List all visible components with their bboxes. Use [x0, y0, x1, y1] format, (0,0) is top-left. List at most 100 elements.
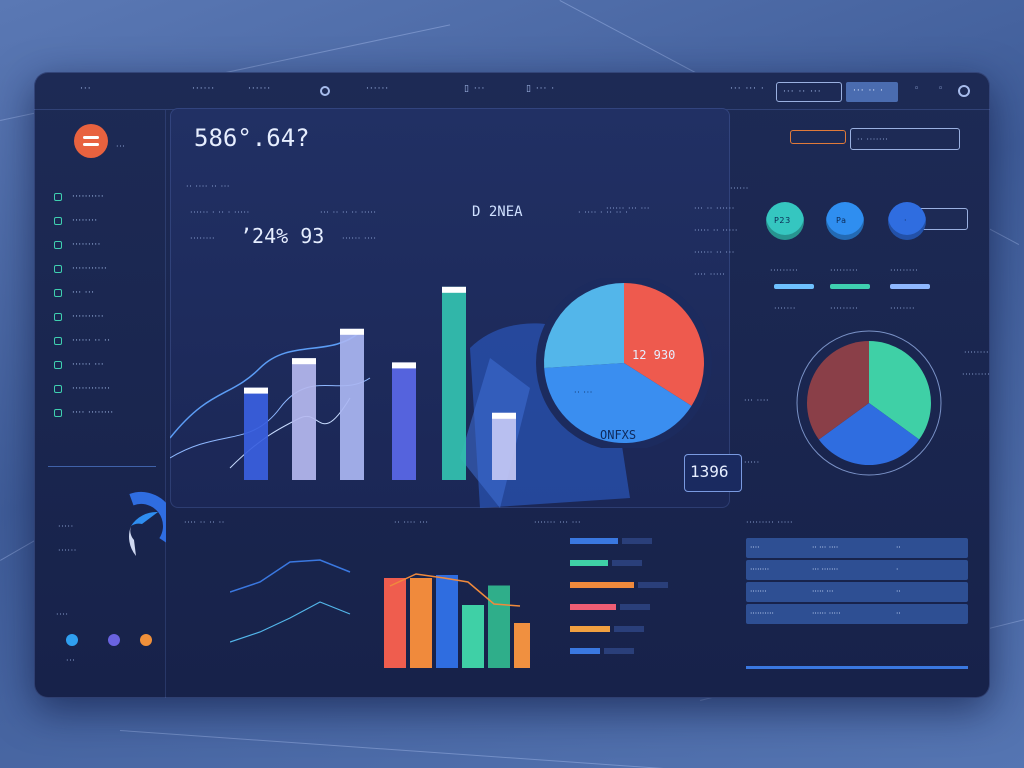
sidebar-item-5[interactable]: ··· ··· [54, 286, 94, 300]
main-pie-slice [544, 363, 692, 443]
list-icon [54, 241, 62, 249]
main-bar-cap [392, 362, 416, 369]
sidebar-item-10[interactable]: ···· ········ [54, 406, 114, 420]
sidebar-item-6[interactable]: ·········· [54, 310, 104, 324]
kpi-circle[interactable]: P23 [766, 202, 804, 240]
sidebar-item-7[interactable]: ······ ·· ·· [54, 334, 110, 348]
main-bar-cap [340, 328, 364, 335]
right-pie-ring [796, 330, 942, 476]
bottom-hbar-chart [570, 538, 668, 654]
mail-icon [54, 361, 62, 369]
right-pie-slice [818, 403, 920, 465]
right-pie-slice [807, 341, 869, 440]
table-cell: ·· [896, 609, 901, 618]
status-dot[interactable] [108, 634, 120, 646]
kpi-circle[interactable]: Pa [826, 202, 864, 240]
table-title: ········· ····· [746, 518, 794, 527]
kpi-circle-label: P23 [774, 216, 791, 225]
hbar [570, 560, 608, 566]
trend-line [170, 331, 361, 439]
kpi-caption: ········· [770, 266, 799, 275]
table-cell: ······· [750, 587, 767, 596]
hbar-track [614, 626, 644, 632]
sidebar-item-9[interactable]: ············ [54, 382, 110, 396]
circle-icon[interactable]: ◦ [914, 84, 921, 94]
kpi-side-label: ······ ···· [342, 234, 377, 243]
table-row[interactable]: ········ ··· ······· · [746, 560, 968, 580]
hbar-track [604, 648, 634, 654]
right-action-button[interactable] [790, 130, 846, 144]
main-sub-label: ······ · ·· · ····· [190, 208, 250, 217]
bottom-bar [436, 575, 458, 668]
pie-callout: ········ [964, 348, 990, 357]
table-row[interactable]: ···· ·· ··· ···· ·· [746, 538, 968, 558]
topbar-item[interactable]: ······ [366, 84, 390, 94]
topbar-item[interactable]: ▯ ··· [464, 84, 486, 94]
sidebar-item-label: ··········· [72, 264, 108, 274]
kpi-circle[interactable]: · [888, 202, 926, 240]
app-logo[interactable] [74, 124, 108, 158]
main-chart-card: 586°.64? ·· ···· ·· ··· ······ · ·· · ··… [170, 108, 742, 508]
main-pie-chart [536, 278, 712, 448]
value-badge[interactable]: 1396 [684, 454, 742, 492]
table-row[interactable]: ·········· ······ ····· ·· [746, 604, 968, 624]
sidebar-item-2[interactable]: ········ [54, 214, 98, 228]
table-cell: ····· ··· [812, 587, 834, 596]
list-item: ···· ····· [694, 270, 726, 279]
layers-icon [54, 313, 62, 321]
sidebar-item-4[interactable]: ··········· [54, 262, 107, 276]
table-cell: ···· [750, 543, 760, 552]
topbar-item[interactable]: ······ [248, 84, 272, 94]
hbar-track [612, 560, 642, 566]
kpi-caption: ········· [830, 266, 859, 275]
sidebar-divider [48, 466, 156, 467]
settings-icon[interactable] [958, 85, 970, 97]
topbar-item[interactable]: ······ [192, 84, 216, 94]
hbar [570, 604, 616, 610]
main-bar [492, 412, 516, 480]
bottom-center-card: ·· ···· ··· [334, 512, 530, 692]
topbar-active-tab[interactable]: ··· ·· · [846, 82, 898, 102]
main-bar-cap [492, 412, 516, 419]
circle-icon[interactable]: ◦ [938, 84, 945, 94]
topbar-search[interactable]: ··· ·· ··· [776, 82, 842, 102]
legend-label: ········· [830, 304, 859, 313]
sidebar-item-label: ······ ··· [72, 360, 105, 370]
topbar-item[interactable]: ··· [80, 84, 92, 94]
main-sub-label: ··· ·· ·· ·· ····· [320, 208, 377, 217]
kpi-caption: ········ [190, 234, 216, 243]
status-caption: ··· [66, 656, 76, 665]
table-cell: ·· [896, 587, 901, 596]
right-search[interactable]: ·· ······· [850, 128, 960, 150]
topbar-item[interactable]: ▯ ··· · [526, 84, 556, 94]
main-bar-cap [244, 387, 268, 394]
table-row[interactable]: ······· ····· ··· ·· [746, 582, 968, 602]
data-table: ········· ····· ···· ·· ··· ···· ·· ····… [740, 512, 986, 684]
record-icon[interactable] [320, 86, 330, 96]
list-item: ··· ·· ······ [694, 204, 735, 213]
legend-swatch [774, 284, 814, 289]
hbar [570, 648, 600, 654]
bottom-hbar-card: ······· ··· ··· [528, 512, 718, 676]
topbar-item[interactable]: ··· ··· · [730, 84, 765, 94]
sidebar-item-3[interactable]: ········· [54, 238, 101, 252]
table-cell: ··· ······· [812, 565, 839, 574]
chart-icon [54, 193, 62, 201]
sidebar-item-1[interactable]: ·········· [54, 190, 104, 204]
table-cell: ·· [896, 543, 901, 552]
bottom-center-title: ·· ···· ··· [394, 518, 429, 527]
pie-value-label: 12 930 [632, 348, 676, 362]
sidebar: ··· ·········· ········ ········· ······… [34, 110, 166, 698]
status-dot[interactable] [140, 634, 152, 646]
value-badge-text: 1396 [690, 462, 729, 481]
pie-value-label: ONFXS [600, 428, 637, 442]
sidebar-item-label: ·········· [72, 312, 105, 322]
sidebar-title: ··· [116, 142, 126, 151]
main-pie-slice [624, 283, 704, 406]
sidebar-donut [107, 492, 166, 560]
sidebar-item-label: ·········· [72, 192, 105, 202]
main-bar-cap [442, 286, 466, 293]
sidebar-item-8[interactable]: ······ ··· [54, 358, 104, 372]
status-dot[interactable] [66, 634, 78, 646]
table-body: ···· ·· ··· ···· ·· ········ ··· ·······… [746, 538, 968, 678]
